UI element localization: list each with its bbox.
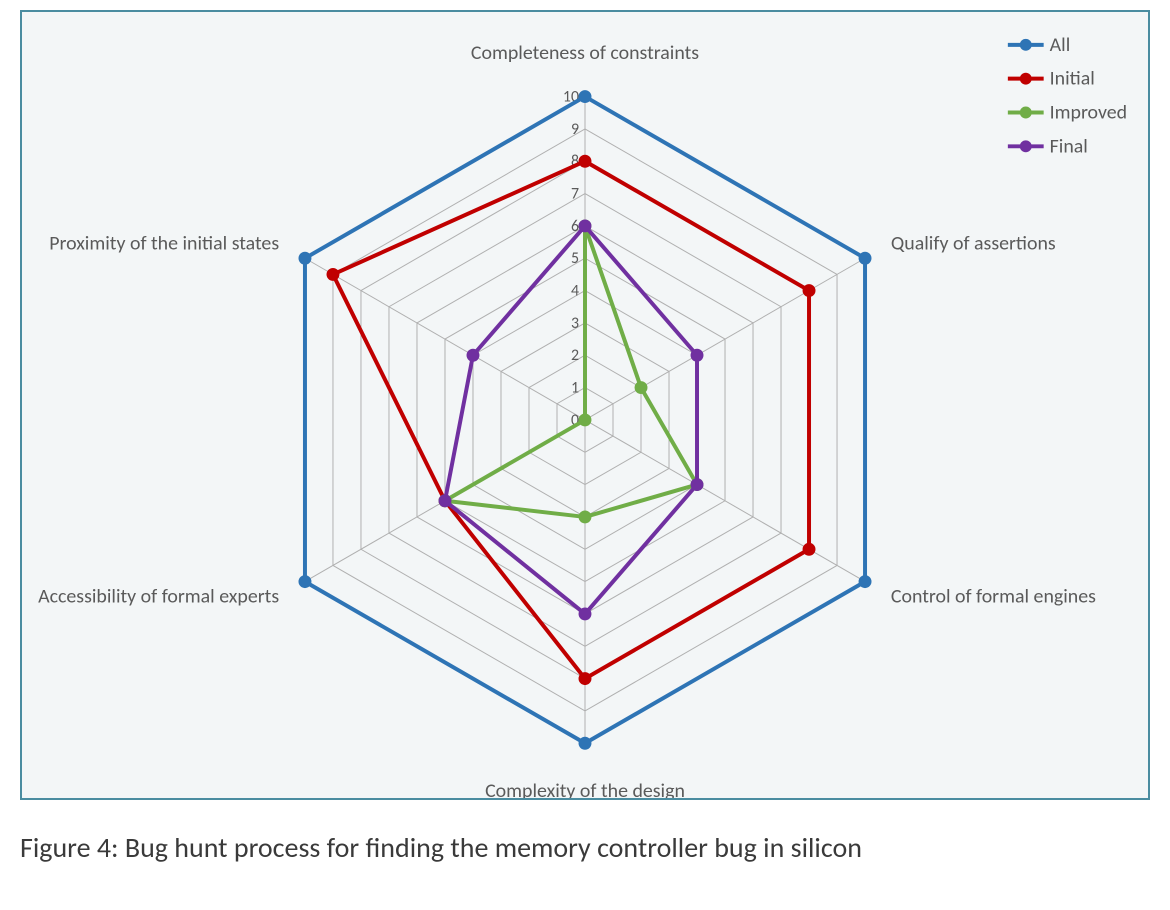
svg-text:2: 2 — [571, 346, 579, 365]
svg-text:Accessibility of formal expert: Accessibility of formal experts — [38, 584, 279, 608]
svg-text:Final: Final — [1050, 134, 1088, 158]
svg-text:4: 4 — [571, 282, 579, 301]
svg-text:1: 1 — [571, 379, 579, 398]
svg-text:Qualify of assertions: Qualify of assertions — [891, 231, 1056, 255]
svg-text:Initial: Initial — [1050, 67, 1095, 91]
svg-text:3: 3 — [571, 314, 579, 333]
radar-chart-svg: 012345678910Completeness of constraintsQ… — [22, 12, 1148, 798]
radar-chart-panel: 012345678910Completeness of constraintsQ… — [20, 10, 1150, 800]
svg-text:Control of formal engines: Control of formal engines — [891, 584, 1096, 608]
svg-text:Proximity of the initial state: Proximity of the initial states — [49, 231, 279, 255]
svg-text:5: 5 — [571, 249, 579, 268]
figure-caption: Figure 4: Bug hunt process for finding t… — [20, 830, 862, 865]
svg-text:9: 9 — [571, 120, 579, 139]
svg-text:Improved: Improved — [1050, 100, 1127, 124]
svg-text:Completeness of constraints: Completeness of constraints — [471, 41, 699, 65]
svg-text:7: 7 — [571, 185, 579, 204]
svg-text:All: All — [1050, 33, 1071, 57]
svg-text:Complexity of the design: Complexity of the design — [485, 779, 685, 798]
